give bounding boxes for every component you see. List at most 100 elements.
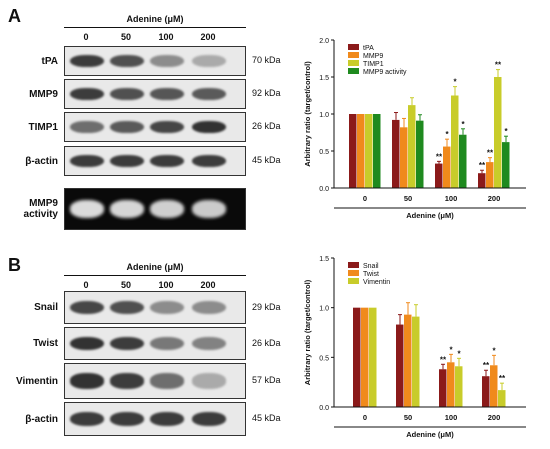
significance-mark: ** — [483, 361, 490, 370]
blot-row-label: β-actin — [25, 155, 58, 167]
y-tick-label: 0.0 — [319, 186, 329, 193]
blot-strip — [64, 79, 246, 109]
legend-swatch — [348, 270, 359, 276]
legend-swatch — [348, 60, 359, 66]
bar — [443, 146, 451, 188]
blot-strip — [64, 146, 246, 176]
bar — [439, 369, 447, 407]
blot-band — [150, 120, 184, 134]
x-category-label: 100 — [445, 194, 458, 203]
blot-band — [70, 87, 104, 101]
blot-band — [70, 54, 104, 68]
y-axis-label: Arbitrary ratio (target/control) — [303, 61, 312, 167]
legend-swatch — [348, 262, 359, 268]
significance-mark: ** — [499, 374, 506, 383]
bar — [490, 365, 498, 407]
blot-band — [192, 54, 226, 68]
molecular-weight-label: 26 kDa — [252, 337, 281, 348]
bar — [486, 162, 494, 188]
bar — [498, 390, 506, 407]
blot-row-label: TIMP1 — [28, 121, 58, 133]
molecular-weight-label: 45 kDa — [252, 155, 281, 165]
blot-band — [192, 300, 226, 315]
blot-band — [192, 120, 226, 134]
significance-mark: * — [492, 346, 496, 355]
x-category-label: 200 — [488, 413, 501, 422]
blot-band — [70, 154, 104, 168]
bar — [451, 95, 459, 188]
x-category-label: 50 — [404, 194, 412, 203]
bar — [455, 366, 463, 407]
bar — [412, 316, 420, 407]
legend-swatch — [348, 44, 359, 50]
legend-label: Snail — [363, 263, 379, 270]
y-tick-label: 0.0 — [319, 405, 329, 412]
bar — [482, 376, 490, 407]
lane-label: 50 — [120, 32, 131, 42]
bar — [494, 77, 502, 188]
blot-row-label: MMP9 — [29, 88, 58, 100]
blot-row-label: Snail — [34, 302, 58, 313]
blot-strip — [64, 188, 246, 230]
bar — [369, 307, 377, 407]
blot-band — [110, 154, 144, 168]
lane-label: 200 — [200, 280, 216, 290]
blot-band — [70, 200, 104, 218]
significance-mark: * — [457, 349, 461, 358]
blot-band — [110, 200, 144, 218]
blot-band — [150, 200, 184, 218]
significance-mark: ** — [436, 152, 443, 161]
blot-band — [150, 300, 184, 315]
bar — [392, 119, 400, 188]
blot-b-treatment-label: Adenine (μM) — [126, 262, 184, 272]
y-tick-label: 0.5 — [319, 149, 329, 156]
bar — [416, 120, 424, 188]
blot-b-header-rule — [64, 275, 246, 276]
bar — [396, 324, 404, 407]
x-category-label: 200 — [488, 194, 501, 203]
blot-band — [150, 54, 184, 68]
significance-mark: * — [445, 130, 449, 139]
blot-band — [110, 336, 144, 351]
lane-label: 50 — [120, 280, 131, 290]
bar — [353, 307, 361, 407]
x-axis-label: Adenine (μM) — [406, 211, 454, 220]
y-axis-label: Arbitrary ratio (target/control) — [303, 279, 312, 385]
lane-label: 100 — [158, 280, 174, 290]
chart-a: 0.0 0.5 1.0 1.5 2.0 Arbitrary ratio (target/c… — [303, 38, 526, 220]
blot-band — [110, 87, 144, 101]
y-tick-label: 2.0 — [319, 38, 329, 45]
significance-mark: * — [449, 345, 453, 354]
blot-band — [192, 154, 226, 168]
lane-label: 0 — [83, 32, 89, 42]
legend-label: MMP9 activity — [363, 69, 407, 76]
significance-mark: ** — [479, 161, 486, 170]
bar — [404, 314, 412, 407]
lane-label: 0 — [83, 280, 89, 290]
blot-band — [110, 120, 144, 134]
blot-band — [150, 336, 184, 351]
legend-label: TIMP1 — [363, 61, 384, 68]
blot-strip — [64, 112, 246, 142]
blot-strip — [64, 291, 246, 324]
molecular-weight-label: 92 kDa — [252, 88, 281, 98]
bar — [400, 127, 408, 188]
blot-band — [150, 373, 184, 389]
x-category-label: 100 — [445, 413, 458, 422]
y-tick-label: 1.5 — [319, 256, 329, 263]
significance-mark: * — [504, 127, 508, 136]
lane-label: 100 — [158, 32, 174, 42]
blot-strip — [64, 402, 246, 436]
y-tick-label: 1.0 — [319, 306, 329, 313]
bar — [478, 173, 486, 188]
blot-band — [192, 411, 226, 427]
bar — [435, 163, 443, 188]
molecular-weight-label: 70 kDa — [252, 55, 281, 65]
blot-strip — [64, 363, 246, 399]
significance-mark: ** — [440, 355, 447, 364]
y-tick-label: 1.0 — [319, 112, 329, 119]
y-tick-label: 1.5 — [319, 75, 329, 82]
x-category-label: 0 — [363, 413, 367, 422]
bar — [349, 114, 357, 188]
panel-letter-b: B — [8, 255, 21, 275]
